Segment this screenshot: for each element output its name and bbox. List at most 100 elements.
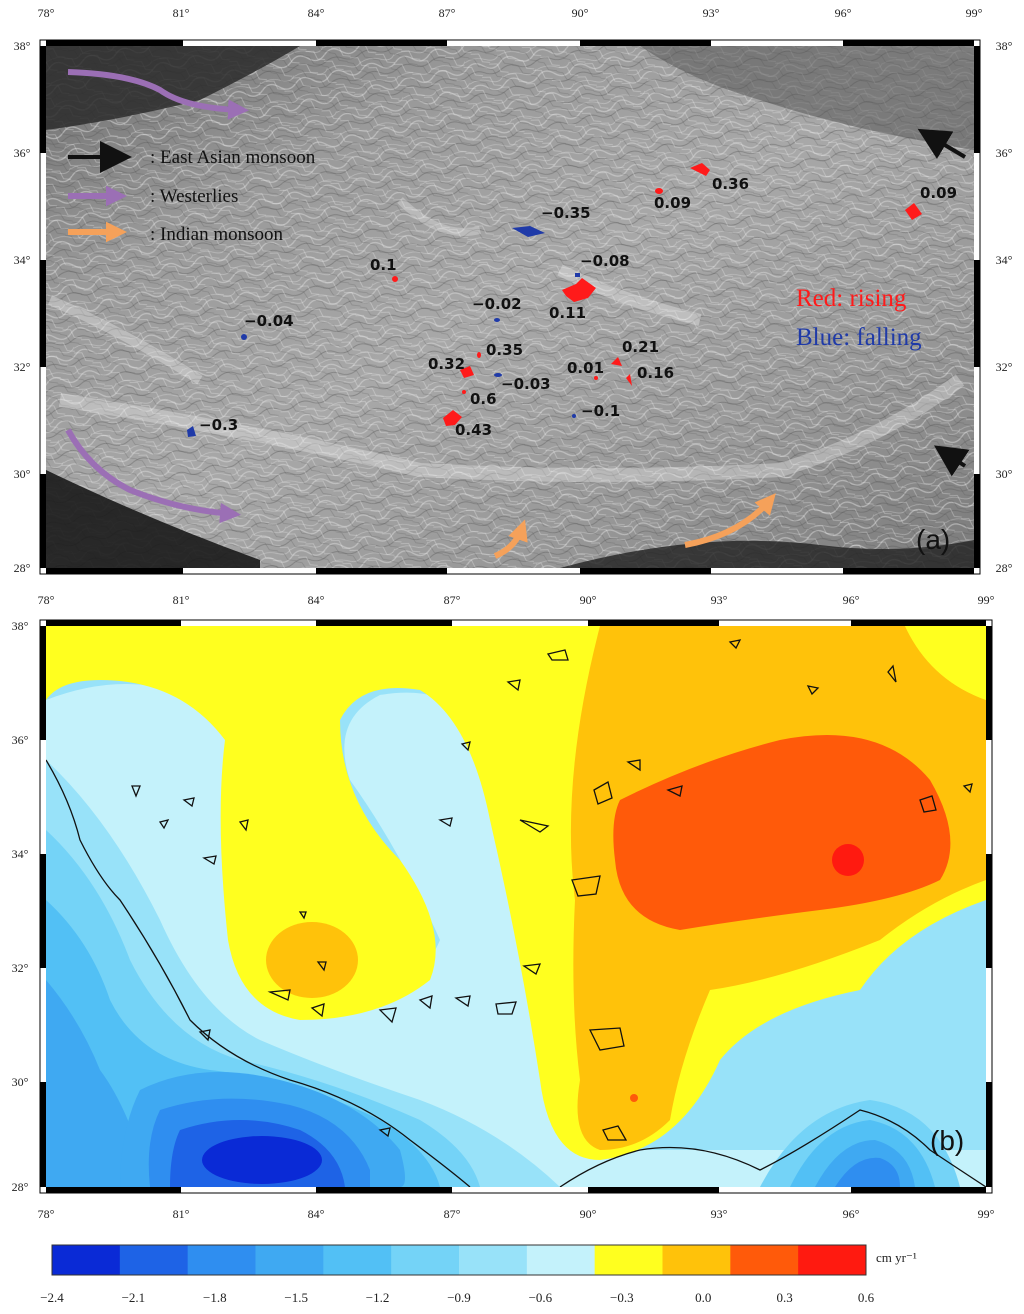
lake-rising xyxy=(690,163,710,176)
tick-label: 78° xyxy=(38,1207,55,1221)
terrain-relief xyxy=(46,46,974,568)
lake-value: −0.02 xyxy=(472,295,522,313)
tick-label: 32° xyxy=(12,961,29,975)
lake-rising xyxy=(905,203,922,220)
tick-label: 96° xyxy=(835,6,852,20)
lake-value: 0.32 xyxy=(428,355,465,373)
lake-rising xyxy=(594,376,598,380)
tick-label: 99° xyxy=(966,6,983,20)
tick-label: 38° xyxy=(12,619,29,633)
tick-label: 78° xyxy=(38,6,55,20)
lake-falling xyxy=(187,426,196,437)
lake-value: 0.21 xyxy=(622,338,659,356)
colorbar-swatch xyxy=(459,1245,528,1275)
colorbar-tick-label: −0.9 xyxy=(447,1290,471,1305)
colorbar-unit: cm yr⁻¹ xyxy=(876,1250,917,1265)
tick-label: 30° xyxy=(14,467,31,481)
lake-falling xyxy=(575,273,580,277)
westerlies-arrow-north xyxy=(67,69,249,120)
tick-label: 30° xyxy=(996,467,1013,481)
tick-label: 34° xyxy=(996,253,1013,267)
indian-monsoon-arrows xyxy=(493,493,776,559)
lake-rising xyxy=(626,374,632,386)
tick-label: 34° xyxy=(14,253,31,267)
tick-label: 96° xyxy=(843,1207,860,1221)
tick-label: 99° xyxy=(978,1207,995,1221)
east-asian-arrow-north xyxy=(917,128,967,159)
tick-label: 28° xyxy=(996,561,1013,575)
tick-label: 90° xyxy=(580,593,597,607)
colorbar-tick-label: −0.6 xyxy=(529,1290,553,1305)
tick-label: 36° xyxy=(12,733,29,747)
tick-label: 87° xyxy=(444,1207,461,1221)
lake-value: 0.6 xyxy=(470,390,497,408)
lake-value: −0.04 xyxy=(244,312,294,330)
tick-label: 38° xyxy=(996,39,1013,53)
colorbar-tick-label: −0.3 xyxy=(610,1290,634,1305)
lake-value: −0.08 xyxy=(580,252,630,270)
lake-rising xyxy=(392,276,398,282)
panel-a-label: (a) xyxy=(916,524,950,555)
colorbar-tick-label: −1.2 xyxy=(366,1290,390,1305)
lake-falling xyxy=(512,226,545,237)
contour-field xyxy=(46,626,986,1187)
panel-b-y-ticks-left: 38° 36° 34° 32° 30° 28° xyxy=(12,619,29,1194)
tick-label: 87° xyxy=(439,6,456,20)
lake-falling xyxy=(494,373,502,377)
tick-label: 36° xyxy=(14,146,31,160)
colorbar-swatch xyxy=(119,1245,189,1275)
colorbar-swatch xyxy=(255,1245,324,1275)
tick-label: 81° xyxy=(173,593,190,607)
colorbar-ticks: −2.4 −2.1 −1.8 −1.5 −1.2 −0.9 −0.6 −0.3 0.0 0.3 0.… xyxy=(40,1290,874,1305)
east-asian-arrow-south xyxy=(934,445,970,477)
panel-a-x-ticks-top: 78° 81° 84° 87° 90° 93° 96° 99° xyxy=(38,6,983,20)
panel-b-label: (b) xyxy=(930,1125,964,1156)
lake-value: 0.09 xyxy=(654,194,691,212)
indian-monsoon-arrow-west xyxy=(493,519,528,559)
tick-label: 99° xyxy=(978,593,995,607)
tick-label: 81° xyxy=(173,6,190,20)
colorbar-swatches xyxy=(51,1244,867,1276)
falling-legend-text: Blue: falling xyxy=(796,324,922,351)
legend-label-indian: : Indian monsoon xyxy=(150,224,283,245)
colorbar-tick-label: −1.8 xyxy=(203,1290,227,1305)
tick-label: 84° xyxy=(308,6,325,20)
westerlies-arrow-south xyxy=(65,428,241,524)
lake-falling xyxy=(572,414,576,418)
panel-b-x-ticks-top: 78° 81° 84° 87° 90° 93° 96° 99° xyxy=(38,593,995,607)
lake-value-labels: 0.36 0.09 0.09 −0.35 −0.08 0.1 −0.02 0.1… xyxy=(199,175,957,439)
lake-value: 0.09 xyxy=(920,184,957,202)
panel-a-y-ticks-right: 38° 36° 34° 32° 30° 28° xyxy=(996,39,1013,575)
lake-rising xyxy=(655,188,663,194)
tick-label: 28° xyxy=(14,561,31,575)
tick-label: 32° xyxy=(996,360,1013,374)
lake-value: 0.1 xyxy=(370,256,397,274)
lake-rising xyxy=(460,366,474,378)
indian-monsoon-arrow-east xyxy=(684,493,776,548)
rising-legend-text: Red: rising xyxy=(796,285,907,312)
tick-label: 34° xyxy=(12,847,29,861)
colorbar-tick-label: −2.4 xyxy=(40,1290,64,1305)
lake-falling xyxy=(241,334,247,340)
tick-label: 78° xyxy=(38,593,55,607)
lake-value: 0.35 xyxy=(486,341,523,359)
tick-label: 28° xyxy=(12,1180,29,1194)
east-asian-monsoon-arrows xyxy=(917,128,970,477)
tick-label: 81° xyxy=(173,1207,190,1221)
panel-a-map: 78° 81° 84° 87° 90° 93° 96° 99° 38° 36° … xyxy=(14,6,1013,575)
tick-label: 84° xyxy=(308,593,325,607)
lake-value: 0.11 xyxy=(549,304,586,322)
lake-value: 0.43 xyxy=(455,421,492,439)
colorbar-tick-label: 0.6 xyxy=(858,1290,875,1305)
tick-label: 32° xyxy=(14,360,31,374)
lake-falling xyxy=(494,318,500,322)
lake-rising xyxy=(462,390,466,394)
colorbar-swatch xyxy=(730,1245,799,1275)
lake-rising xyxy=(443,410,462,426)
tick-label: 87° xyxy=(444,593,461,607)
tick-label: 30° xyxy=(12,1075,29,1089)
colorbar-swatch xyxy=(526,1245,596,1275)
tick-label: 38° xyxy=(14,39,31,53)
panel-a-y-ticks-left: 38° 36° 34° 32° 30° 28° xyxy=(14,39,31,575)
lake-rising xyxy=(611,357,622,366)
